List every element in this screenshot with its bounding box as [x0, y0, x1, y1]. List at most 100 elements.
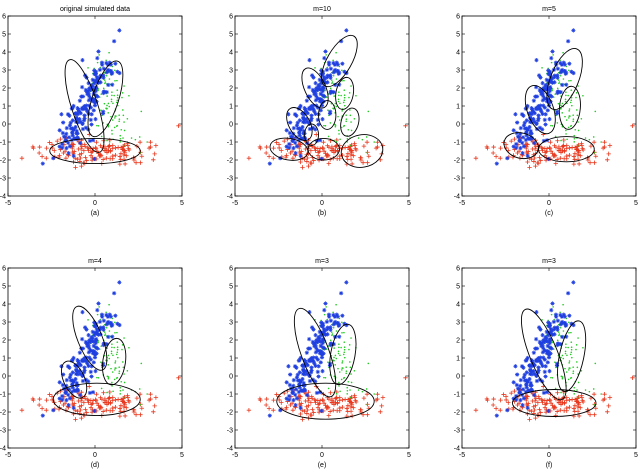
data-point-blue	[569, 69, 574, 74]
data-point-blue	[556, 341, 561, 346]
data-point-blue	[93, 88, 98, 94]
data-point-blue	[538, 355, 543, 360]
data-point-blue	[289, 134, 295, 139]
data-point-blue	[113, 313, 118, 318]
data-point-blue	[86, 81, 91, 86]
data-point-green	[100, 135, 103, 138]
data-point-blue	[539, 361, 544, 366]
data-point-blue	[543, 348, 549, 353]
data-point-blue	[331, 312, 336, 318]
data-point-blue	[319, 81, 324, 86]
data-point-green	[566, 138, 568, 141]
data-point-red	[556, 147, 562, 153]
data-point-green	[345, 114, 347, 116]
data-point-green	[108, 357, 111, 360]
data-point-blue	[550, 49, 555, 54]
data-point-red	[304, 159, 310, 164]
data-point-green	[568, 360, 571, 362]
data-point-blue	[555, 361, 560, 366]
data-point-blue	[88, 117, 93, 122]
data-point-red	[36, 150, 42, 156]
data-point-green	[123, 121, 125, 123]
data-point-green	[329, 122, 332, 124]
data-point-blue	[314, 346, 319, 351]
data-point-red	[537, 407, 542, 412]
data-point-blue	[104, 90, 109, 95]
data-point-green	[113, 346, 115, 349]
data-point-green	[550, 313, 553, 316]
data-point-blue	[320, 369, 325, 374]
data-point-red	[79, 151, 84, 156]
data-point-blue	[74, 115, 79, 120]
data-point-green	[122, 137, 124, 139]
data-point-green	[570, 351, 573, 354]
data-point-red	[311, 158, 316, 163]
data-point-blue	[73, 124, 78, 130]
panel-b-ytick-label: 4	[229, 50, 233, 57]
data-point-green	[367, 362, 370, 365]
data-point-blue	[517, 390, 522, 396]
panel-f-ytick-label: 1	[456, 356, 460, 363]
data-point-blue	[318, 360, 323, 365]
data-point-green	[560, 104, 562, 107]
data-point-blue	[72, 136, 77, 141]
data-point-green	[348, 92, 351, 94]
data-point-red	[266, 406, 272, 411]
data-point-red	[555, 390, 560, 395]
data-point-green	[339, 354, 341, 357]
data-point-blue	[328, 325, 333, 330]
data-point-blue	[82, 113, 87, 118]
data-point-blue	[90, 329, 95, 334]
data-point-blue	[531, 350, 536, 355]
data-point-blue	[531, 98, 536, 103]
data-point-blue	[309, 368, 314, 373]
data-point-red	[606, 403, 611, 409]
data-point-blue	[527, 119, 533, 124]
data-point-blue	[316, 335, 321, 340]
data-point-blue	[71, 405, 76, 410]
data-point-blue	[74, 367, 79, 372]
data-point-green	[576, 366, 579, 369]
data-point-blue	[546, 78, 551, 83]
data-point-blue	[540, 111, 545, 117]
data-point-blue	[291, 146, 296, 151]
panel-c-ytick-label: 0	[456, 122, 460, 129]
data-point-red	[572, 151, 578, 156]
data-point-blue	[543, 86, 549, 91]
data-point-red	[246, 156, 252, 161]
data-point-blue	[284, 144, 289, 149]
data-point-red	[538, 158, 543, 163]
panel-d-ytick-label: 5	[2, 284, 6, 291]
data-point-red	[539, 145, 544, 150]
data-point-blue	[96, 49, 101, 54]
data-point-red	[562, 401, 567, 406]
data-point-blue	[518, 126, 523, 131]
data-point-green	[577, 381, 580, 384]
data-point-blue	[331, 342, 336, 347]
data-point-blue	[92, 330, 97, 335]
data-point-blue	[75, 358, 80, 363]
data-point-green	[115, 125, 118, 127]
data-point-green	[349, 396, 352, 399]
data-point-red	[148, 391, 153, 397]
panel-e-ytick-label: -1	[227, 392, 233, 399]
data-point-red	[152, 403, 157, 409]
data-point-green	[111, 385, 113, 387]
data-point-red	[122, 161, 128, 167]
cluster-ellipse	[558, 85, 581, 130]
data-point-red	[84, 158, 89, 163]
data-point-green	[341, 332, 343, 334]
data-point-green	[584, 137, 587, 139]
data-point-green	[122, 366, 125, 369]
data-point-green	[554, 93, 557, 95]
data-point-green	[565, 343, 567, 345]
data-point-green	[343, 348, 346, 351]
data-point-red	[509, 390, 514, 396]
panel-d-title: m=4	[88, 258, 102, 265]
data-point-red	[298, 394, 303, 399]
data-point-blue	[312, 340, 317, 345]
data-point-green	[139, 404, 142, 406]
data-point-blue	[84, 107, 89, 112]
